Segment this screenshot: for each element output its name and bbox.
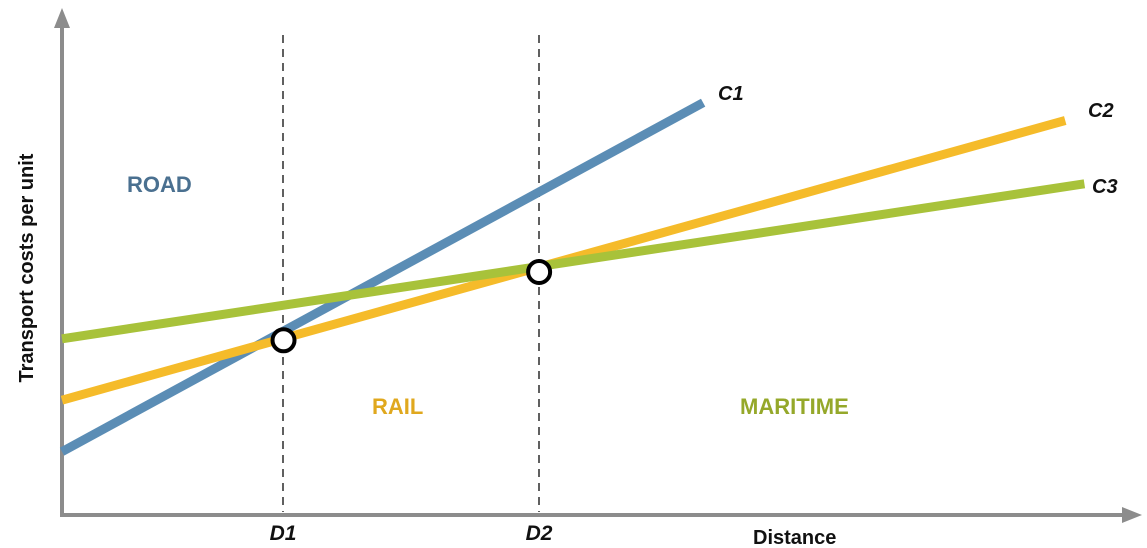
region-label-road: ROAD (127, 172, 192, 197)
region-label-rail: RAIL (372, 394, 423, 419)
series-line-c1 (59, 98, 706, 456)
x-tick-d1: D1 (270, 522, 297, 545)
x-axis-label: Distance (753, 527, 836, 548)
y-axis-arrow (54, 8, 70, 28)
region-label-maritime: MARITIME (740, 394, 849, 419)
x-tick-d2: D2 (526, 522, 553, 545)
series-line-c3 (61, 179, 1086, 344)
breakeven-point-1 (270, 327, 297, 354)
series-label-c2: C2 (1088, 100, 1114, 122)
y-axis-label: Transport costs per unit (16, 153, 38, 382)
series-label-c1: C1 (718, 83, 744, 105)
series-label-c3: C3 (1092, 176, 1118, 198)
breakeven-point-2 (526, 258, 553, 285)
x-axis-arrow (1122, 507, 1142, 523)
